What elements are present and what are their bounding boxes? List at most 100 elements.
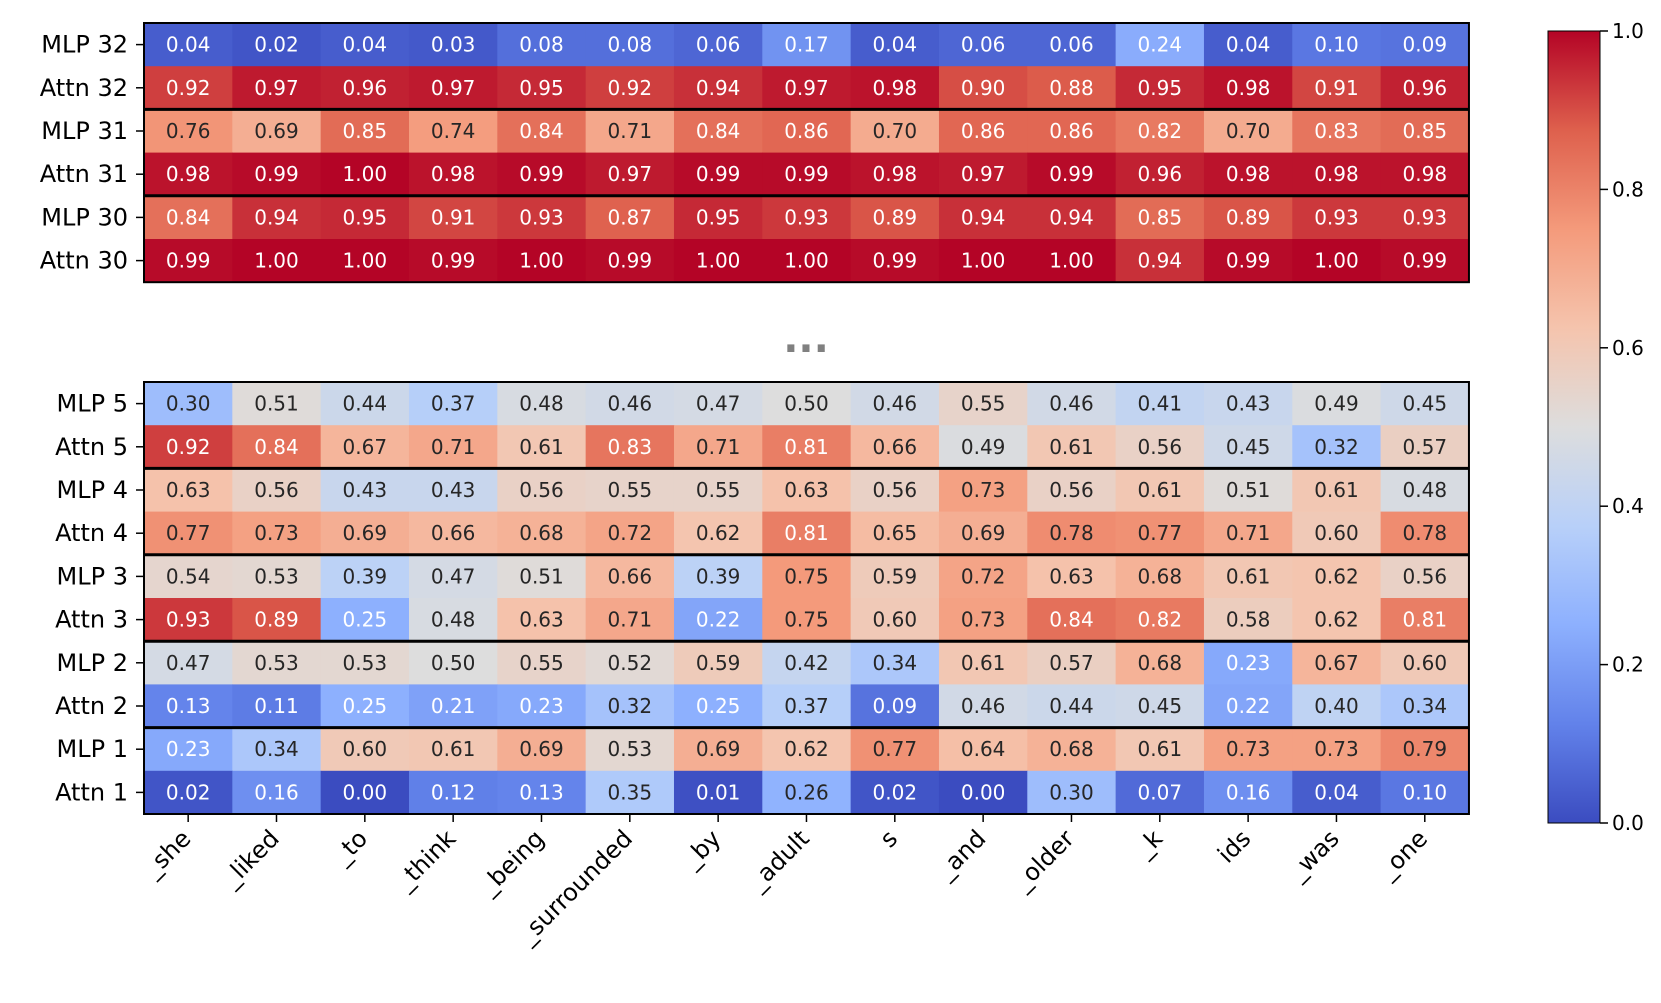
cell-value: 0.93	[784, 205, 829, 229]
heatmap-cell	[1027, 727, 1117, 772]
heatmap-cell	[1203, 152, 1293, 197]
cell-value: 0.46	[608, 392, 653, 416]
cell-value: 0.75	[784, 564, 829, 588]
heatmap-cell	[938, 511, 1028, 556]
cell-value: 0.25	[343, 608, 388, 632]
heatmap-cell	[144, 684, 233, 729]
cell-value: 0.37	[784, 694, 829, 718]
cell-value: 0.52	[608, 651, 653, 675]
heatmap-cell	[1203, 511, 1293, 556]
heatmap-cell	[320, 511, 410, 556]
heatmap-cell	[1203, 23, 1293, 67]
cell-value: 0.95	[1138, 76, 1183, 100]
cell-value: 0.97	[608, 162, 653, 186]
cell-value: 0.77	[1138, 521, 1183, 545]
heatmap-cell	[1203, 727, 1293, 772]
heatmap-cell	[762, 511, 852, 556]
cell-value: 0.45	[1138, 694, 1183, 718]
cell-value: 0.94	[254, 205, 299, 229]
heatmap-cell	[1027, 554, 1117, 599]
cell-value: 0.43	[431, 478, 476, 502]
heatmap-cell	[1115, 598, 1205, 642]
cell-value: 1.00	[696, 249, 741, 273]
heatmap-cell	[497, 641, 587, 685]
heatmap-cell	[850, 727, 940, 772]
cell-value: 0.66	[431, 521, 476, 545]
heatmap-cell	[144, 468, 233, 513]
colorbar-tick-label: 0.2	[1612, 653, 1644, 677]
cell-value: 0.82	[1138, 608, 1183, 632]
heatmap-cell	[144, 598, 233, 642]
heatmap-cell	[232, 598, 322, 642]
heatmap-cell	[585, 425, 675, 469]
cell-value: 0.90	[961, 76, 1006, 100]
heatmap-cell	[408, 109, 498, 154]
heatmap-cell	[144, 382, 233, 426]
cell-value: 0.39	[343, 564, 388, 588]
heatmap-cell	[408, 382, 498, 426]
heatmap-cell	[497, 727, 587, 772]
cell-value: 0.21	[431, 694, 476, 718]
row-label-attn-31: Attn 31	[40, 160, 128, 188]
cell-value: 0.00	[343, 780, 388, 804]
cell-value: 0.62	[784, 737, 829, 761]
heatmap-cell	[1027, 511, 1117, 556]
cell-value: 0.73	[254, 521, 299, 545]
cell-value: 0.50	[431, 651, 476, 675]
heatmap-cell	[1115, 23, 1205, 67]
heatmap-cell	[232, 109, 322, 154]
heatmap-cell	[1027, 382, 1117, 426]
cell-value: 0.68	[519, 521, 564, 545]
heatmap-cell	[1203, 598, 1293, 642]
cell-value: 0.63	[784, 478, 829, 502]
heatmap-cell	[1203, 239, 1293, 283]
x-token-label: _by	[677, 824, 727, 874]
cell-value: 0.79	[1403, 737, 1448, 761]
heatmap-cell	[144, 511, 233, 556]
heatmap-cell	[232, 382, 322, 426]
heatmap-cell	[497, 23, 587, 67]
cell-value: 0.71	[431, 435, 476, 459]
heatmap-cell	[938, 152, 1028, 197]
heatmap-cell	[1380, 684, 1470, 729]
cell-value: 0.62	[1314, 608, 1359, 632]
cell-value: 0.98	[873, 162, 918, 186]
heatmap-cell	[144, 195, 233, 240]
row-label-attn-3: Attn 3	[55, 606, 128, 634]
cell-value: 0.68	[1049, 737, 1094, 761]
cell-value: 0.77	[166, 521, 211, 545]
cell-value: 0.94	[696, 76, 741, 100]
cell-value: 0.97	[961, 162, 1006, 186]
x-token-label: _k	[1129, 824, 1168, 863]
row-label-attn-2: Attn 2	[55, 692, 128, 720]
heatmap-cell	[673, 382, 763, 426]
heatmap-cell	[320, 23, 410, 67]
cell-value: 0.84	[254, 435, 299, 459]
heatmap-cell	[408, 727, 498, 772]
cell-value: 0.98	[431, 162, 476, 186]
cell-value: 0.98	[1403, 162, 1448, 186]
heatmap-cell	[320, 195, 410, 240]
cell-value: 0.71	[608, 119, 653, 143]
heatmap-cell	[497, 598, 587, 642]
heatmap-cell	[1380, 598, 1470, 642]
heatmap-cell	[1115, 66, 1205, 110]
cell-value: 0.34	[873, 651, 918, 675]
heatmap-cell	[1380, 554, 1470, 599]
heatmap-cell	[1027, 152, 1117, 197]
heatmap-cell	[673, 468, 763, 513]
heatmap-cell	[585, 152, 675, 197]
cell-value: 0.98	[1226, 76, 1271, 100]
cell-value: 0.73	[961, 478, 1006, 502]
cell-value: 0.58	[1226, 608, 1271, 632]
cell-value: 0.96	[1403, 76, 1448, 100]
cell-value: 0.48	[519, 392, 564, 416]
heatmap-cell	[1292, 511, 1382, 556]
heatmap-cell	[408, 23, 498, 67]
cell-value: 0.48	[431, 608, 476, 632]
cell-value: 0.97	[784, 76, 829, 100]
heatmap-cell	[1115, 511, 1205, 556]
heatmap-cell	[1203, 770, 1293, 815]
heatmap-cell	[232, 425, 322, 469]
cell-value: 0.89	[873, 205, 918, 229]
